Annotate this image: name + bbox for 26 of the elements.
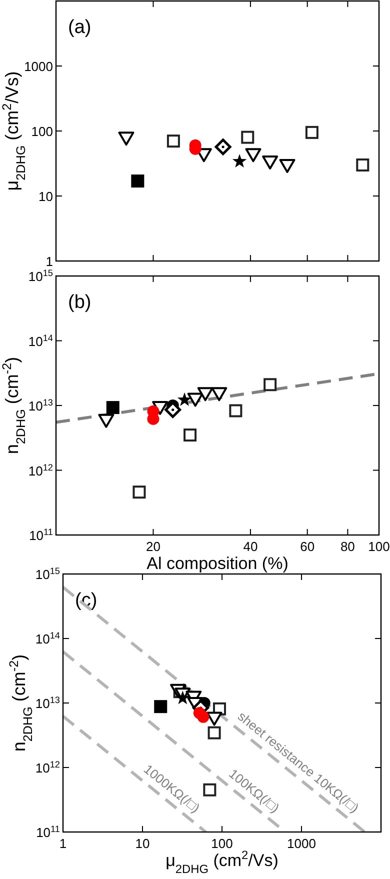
y-tick-label: 10 — [38, 189, 53, 204]
x-tick-label: 10 — [135, 836, 150, 851]
x-tick-label: 100 — [211, 836, 233, 851]
y-tick-label: 100 — [31, 124, 53, 139]
x-tick-label: 1000 — [287, 836, 316, 851]
x-tick-label: 20 — [146, 539, 160, 554]
y-tick-label: 10$^{15}$ — [28, 268, 53, 284]
annotation: (a) — [68, 17, 92, 38]
y-tick-label: 10$^{14}$ — [35, 630, 60, 646]
y-tick-label: 10$^{11}$ — [29, 527, 53, 543]
y-tick-label: 10$^{13}$ — [35, 695, 60, 711]
y-tick-label: 10$^{12}$ — [35, 760, 60, 776]
x-tick-label: 40 — [243, 539, 258, 554]
annotation: (b) — [68, 292, 92, 313]
y-tick-label: 1000 — [24, 59, 53, 74]
y-tick-label: 10$^{12}$ — [28, 462, 53, 478]
x-tick-label: 100 — [368, 539, 390, 554]
y-tick-label: 10$^{15}$ — [35, 566, 60, 582]
x-tick-label: 80 — [340, 539, 355, 554]
x-tick-label: 60 — [300, 539, 315, 554]
x-axis-title: μ$_{2DHG}$ (cm$^{2}$/Vs) — [166, 848, 278, 876]
y-tick-label: 1 — [46, 254, 53, 269]
y-tick-label: 10$^{14}$ — [28, 332, 53, 349]
y-tick-label: 10$^{11}$ — [36, 824, 60, 840]
y-tick-label: 10$^{13}$ — [28, 398, 53, 414]
x-axis-title: Al composition (%) — [146, 554, 288, 573]
